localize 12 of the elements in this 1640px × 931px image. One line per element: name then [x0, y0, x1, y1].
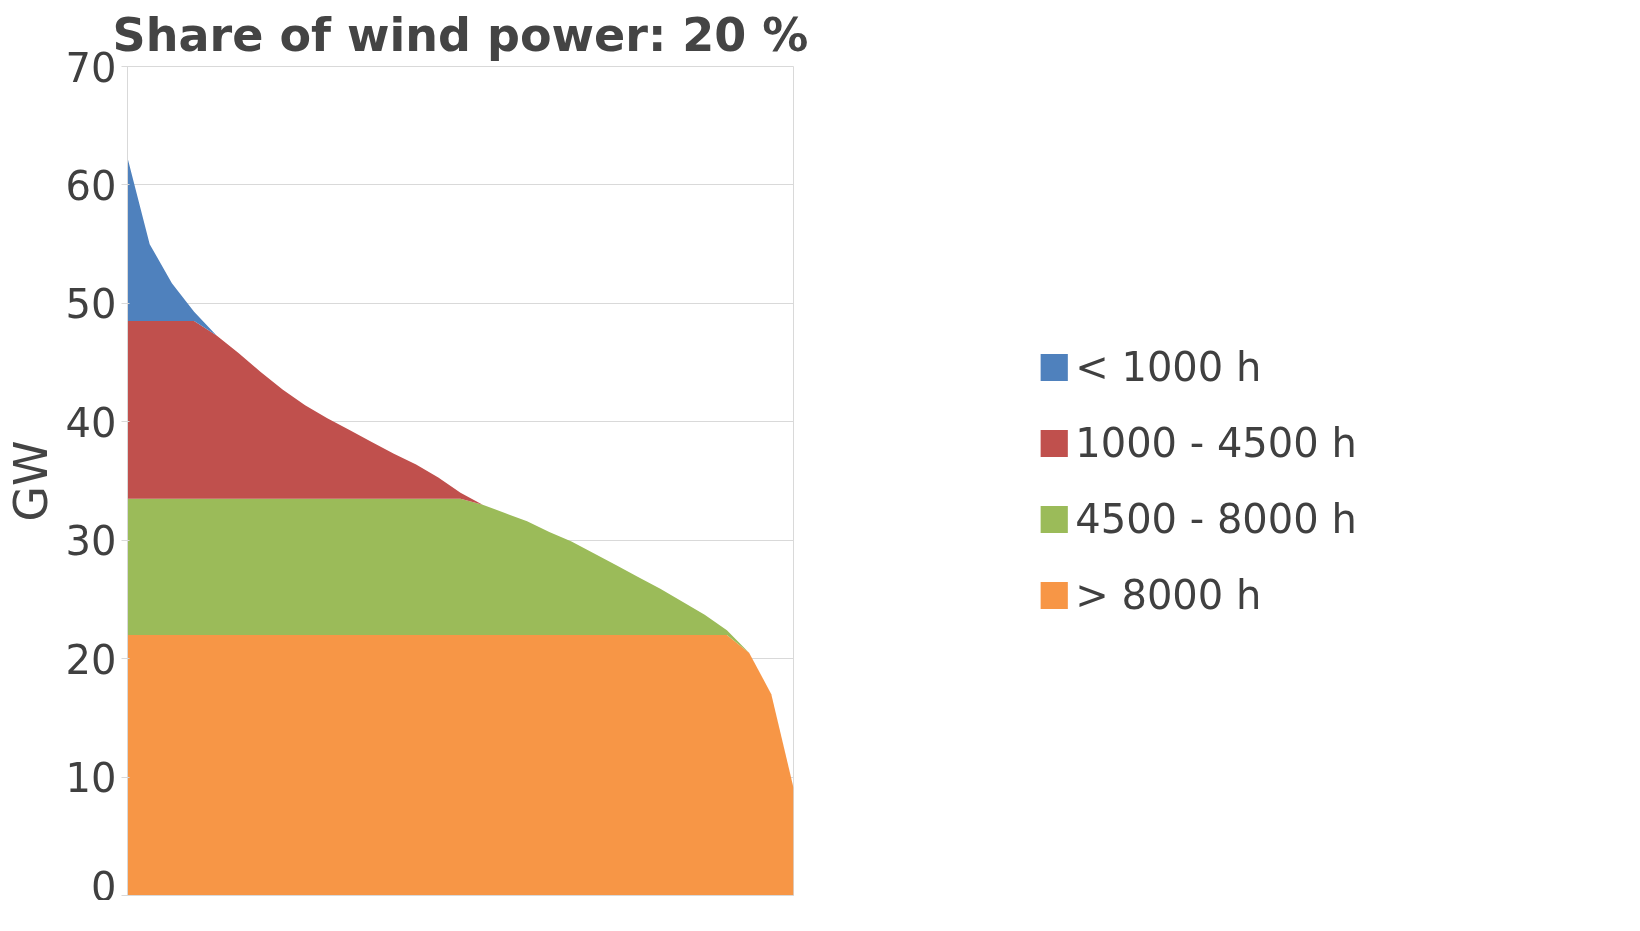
y-tick-label: 70 [65, 44, 117, 91]
y-tick-label: 30 [65, 518, 117, 565]
legend-label: 1000 - 4500 h [1075, 419, 1357, 466]
y-tick-label: 10 [65, 755, 117, 802]
legend-label: 4500 - 8000 h [1075, 495, 1357, 542]
y-tick-label: 20 [65, 636, 117, 683]
y-tick-label: 60 [65, 162, 117, 209]
legend-label: < 1000 h [1075, 343, 1262, 390]
y-axis-title: GW [3, 440, 58, 522]
legend-label: > 8000 h [1075, 571, 1262, 618]
y-tick-label: 50 [65, 281, 117, 328]
y-tick-label: 40 [65, 399, 117, 446]
